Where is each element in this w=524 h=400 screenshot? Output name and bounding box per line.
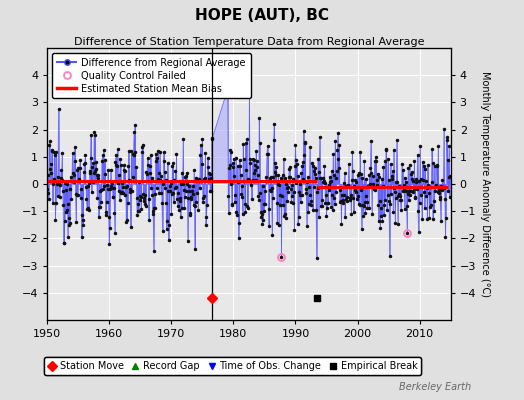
Text: Berkeley Earth: Berkeley Earth (399, 382, 472, 392)
Y-axis label: Monthly Temperature Anomaly Difference (°C): Monthly Temperature Anomaly Difference (… (480, 71, 490, 297)
Legend: Station Move, Record Gap, Time of Obs. Change, Empirical Break: Station Move, Record Gap, Time of Obs. C… (44, 357, 421, 375)
Title: Difference of Station Temperature Data from Regional Average: Difference of Station Temperature Data f… (74, 37, 424, 47)
Text: HOPE (AUT), BC: HOPE (AUT), BC (195, 8, 329, 23)
